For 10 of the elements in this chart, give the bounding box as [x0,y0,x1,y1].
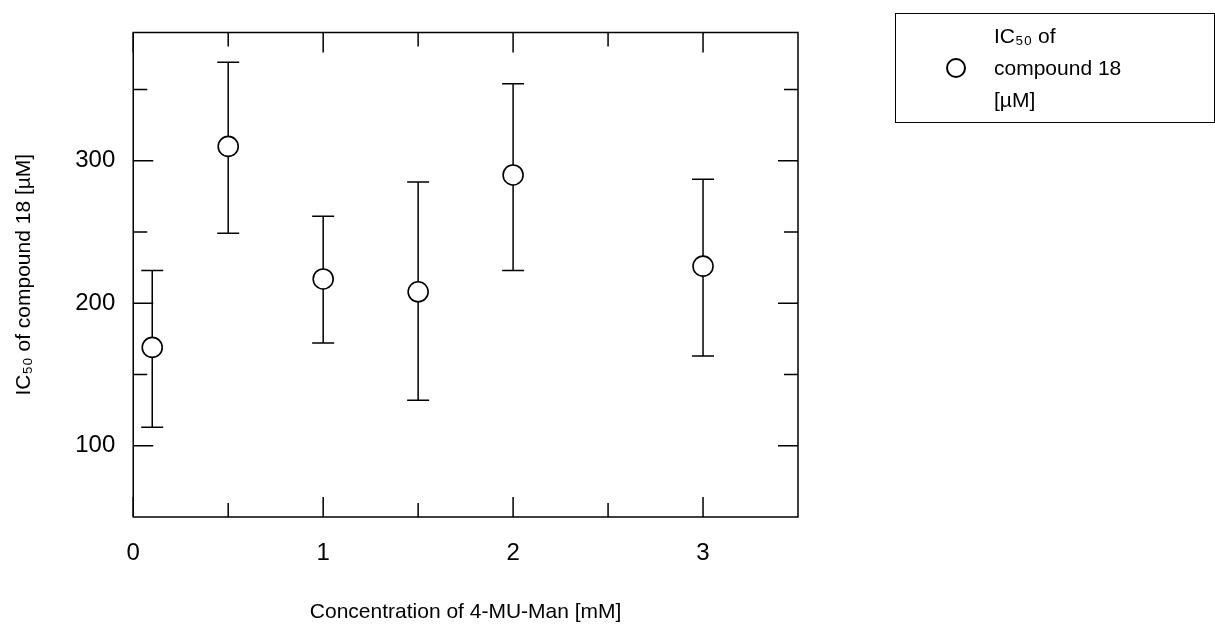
y-tick-label: 300 [75,145,116,173]
x-tick-label: 0 [126,538,140,566]
y-axis-title: IC₅₀ of compound 18 [µM] [11,153,35,396]
y-tick-label: 200 [75,287,116,315]
x-tick-label: 2 [506,538,520,566]
x-axis-title: Concentration of 4-MU-Man [mM] [309,599,622,623]
y-tick-label: 100 [75,430,116,458]
x-tick-label: 3 [696,538,710,566]
x-tick-label: 1 [316,538,330,566]
legend-label: IC₅₀ of compound 18 [µM] [994,23,1123,113]
